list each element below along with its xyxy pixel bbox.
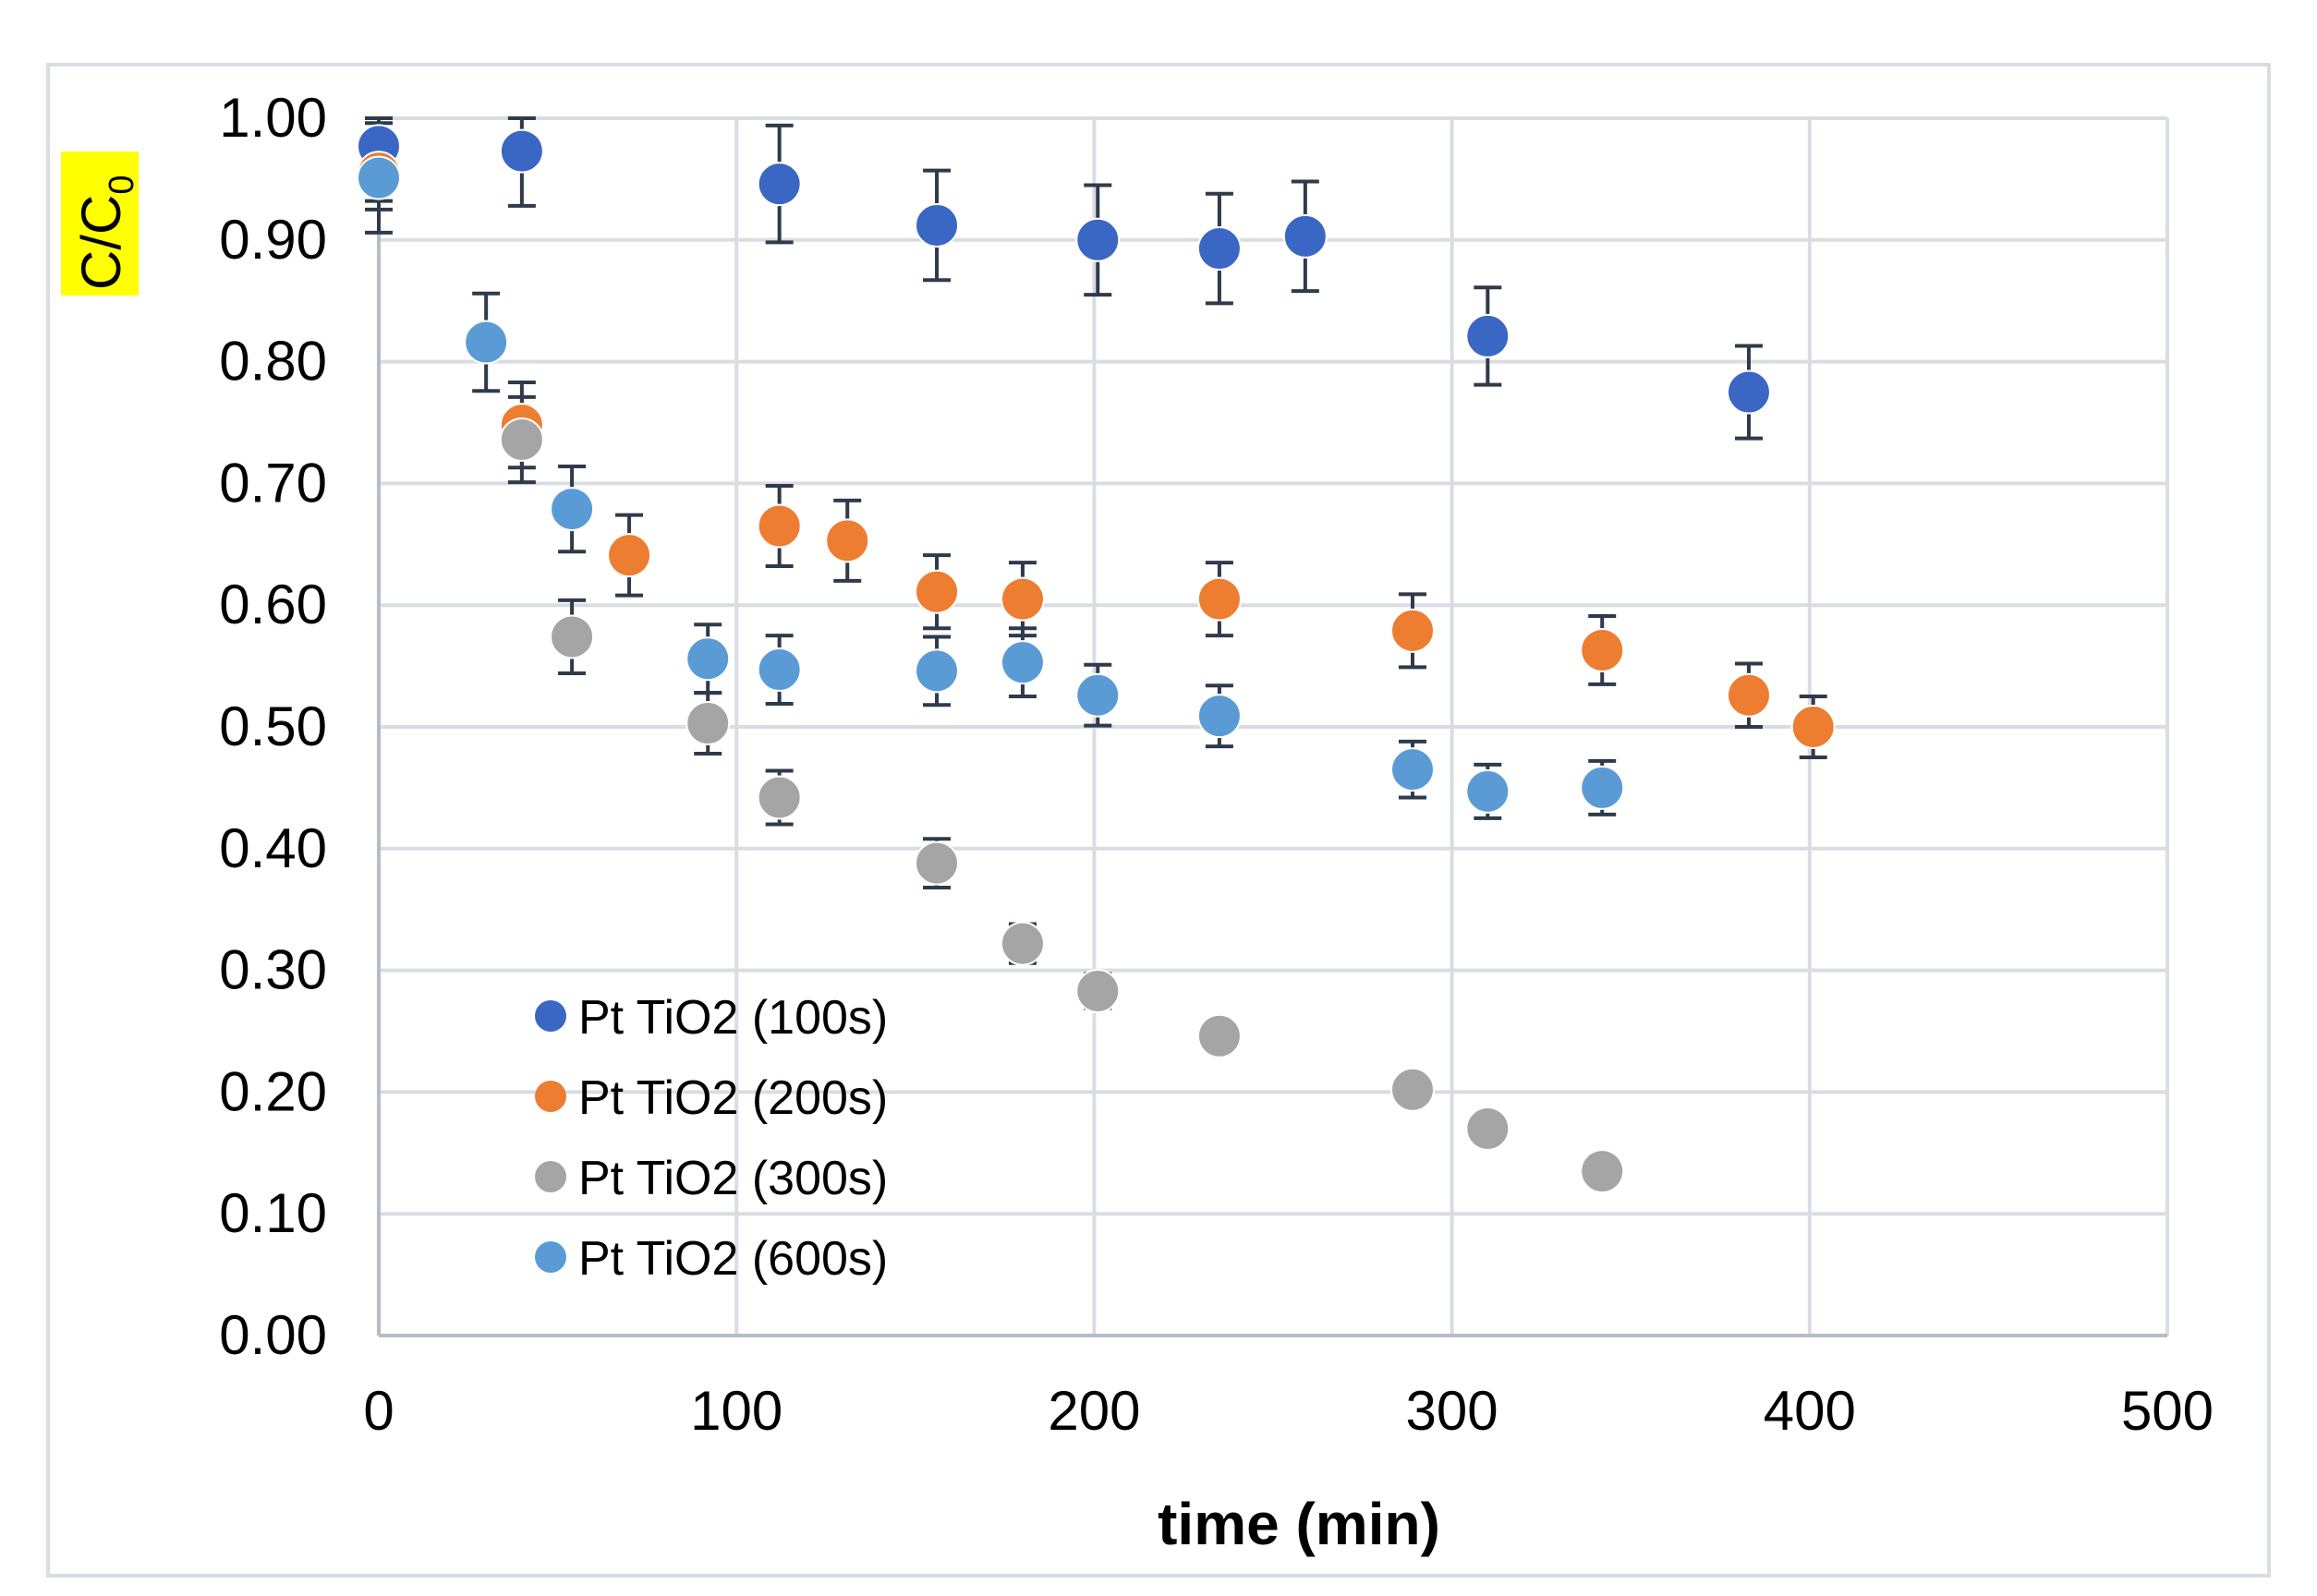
- data-point: [464, 320, 509, 365]
- data-point: [757, 162, 802, 207]
- legend-label: Pt TiO2 (300s): [578, 1152, 888, 1205]
- data-point: [1726, 672, 1771, 718]
- chart-frame: 0.00 0.10 0.20 0.30 0.40 0.50 0.60 0.70 0.80 0.90…: [46, 63, 2271, 1578]
- legend-marker: [535, 1241, 566, 1273]
- y-tick-label: 0.90: [219, 209, 327, 271]
- data-point: [1000, 640, 1045, 685]
- y-tick-label: 0.60: [219, 574, 327, 635]
- data-point: [685, 636, 731, 682]
- legend-marker: [535, 1000, 566, 1032]
- data-point: [1000, 576, 1045, 622]
- legend-label: Pt TiO2 (600s): [578, 1232, 888, 1286]
- x-tick-label: 500: [2121, 1380, 2214, 1442]
- x-tick-label: 300: [1406, 1380, 1498, 1442]
- data-point: [1465, 1106, 1510, 1151]
- data-point: [757, 647, 802, 693]
- axes: [377, 118, 2167, 1337]
- data-point: [1196, 694, 1242, 739]
- legend: Pt TiO2 (100s) Pt TiO2 (200s) Pt TiO2 (300…: [535, 991, 888, 1286]
- data-point: [1390, 608, 1436, 653]
- y-axis-title: C/C0: [61, 151, 141, 296]
- y-axis-title-main: C/C: [70, 195, 132, 290]
- y-tick-label: 0.00: [219, 1304, 327, 1366]
- x-tick-label: 200: [1048, 1380, 1140, 1442]
- y-tick-label: 0.70: [219, 452, 327, 514]
- legend-marker: [535, 1081, 566, 1112]
- data-point: [915, 202, 960, 248]
- data-point: [550, 487, 595, 532]
- data-point: [915, 648, 960, 694]
- data-point: [1075, 217, 1121, 262]
- data-points: [357, 124, 1836, 1194]
- data-point: [1390, 747, 1436, 792]
- x-tick-label: 0: [363, 1380, 394, 1442]
- y-tick-label: 0.80: [219, 331, 327, 393]
- x-tick-label: 100: [690, 1380, 782, 1442]
- y-axis-title-subscript: 0: [103, 175, 141, 195]
- data-point: [1580, 627, 1625, 672]
- data-point: [757, 503, 802, 549]
- y-axis-title-highlight: [61, 151, 139, 296]
- y-tick-label: 0.50: [219, 695, 327, 757]
- data-point: [1196, 1013, 1242, 1058]
- data-point: [499, 417, 544, 462]
- data-point: [1726, 369, 1771, 415]
- y-tick-label: 0.30: [219, 939, 327, 1001]
- data-point: [1390, 1067, 1436, 1112]
- data-point: [1075, 969, 1121, 1014]
- data-point: [915, 569, 960, 614]
- tick-labels: 0.00 0.10 0.20 0.30 0.40 0.50 0.60 0.70 0.80 0.90…: [219, 87, 2214, 1442]
- legend-marker: [535, 1161, 566, 1192]
- data-point: [1580, 765, 1625, 810]
- data-point: [1580, 1149, 1625, 1194]
- data-point: [915, 840, 960, 886]
- data-point: [499, 128, 544, 174]
- data-point: [1282, 213, 1328, 259]
- x-axis-title: time (min): [1158, 1491, 1440, 1557]
- y-tick-label: 0.20: [219, 1060, 327, 1122]
- data-point: [685, 701, 731, 746]
- data-point: [1790, 705, 1836, 749]
- data-point: [825, 518, 870, 563]
- data-point: [1196, 226, 1242, 272]
- scatter-chart: 0.00 0.10 0.20 0.30 0.40 0.50 0.60 0.70 0.80 0.90…: [61, 87, 2214, 1557]
- data-point: [757, 775, 802, 820]
- data-point: [1465, 313, 1510, 358]
- y-tick-label: 1.00: [219, 87, 327, 149]
- y-axis-title-text: C/C0: [70, 175, 141, 290]
- data-point: [357, 155, 401, 200]
- y-tick-label: 0.40: [219, 817, 327, 879]
- data-point: [1075, 672, 1121, 718]
- legend-label: Pt TiO2 (100s): [578, 991, 888, 1045]
- data-point: [1000, 921, 1045, 966]
- y-tick-label: 0.10: [219, 1182, 327, 1244]
- x-tick-label: 400: [1764, 1380, 1856, 1442]
- data-point: [1465, 768, 1510, 814]
- data-point: [607, 533, 652, 578]
- data-point: [1196, 576, 1242, 622]
- data-point: [550, 614, 595, 659]
- legend-label: Pt TiO2 (200s): [578, 1071, 888, 1125]
